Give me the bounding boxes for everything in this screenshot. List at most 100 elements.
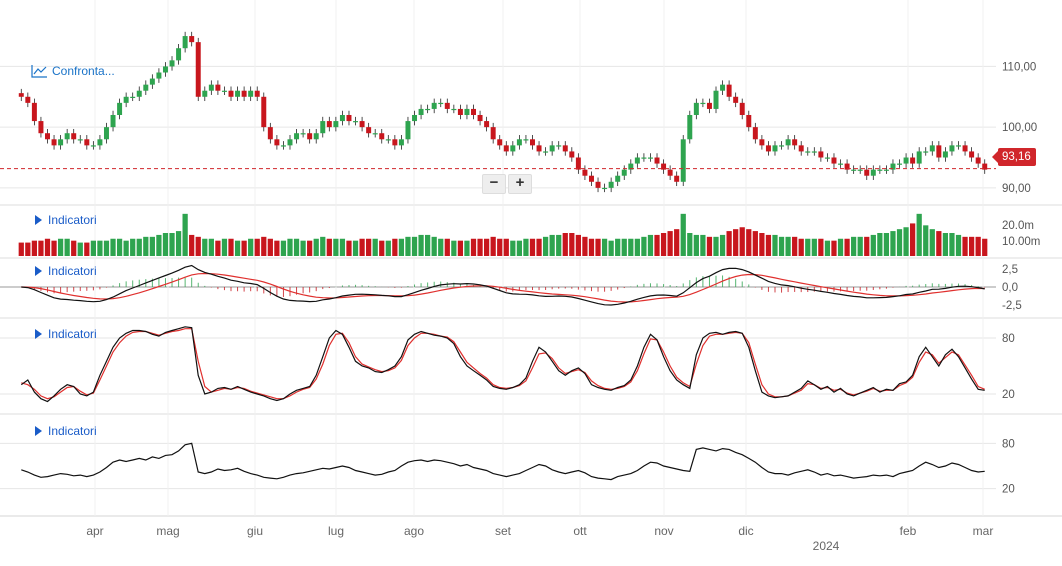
candle-body — [962, 145, 968, 152]
candle-body — [811, 151, 817, 153]
price-panel[interactable] — [0, 31, 996, 193]
candle-body — [71, 133, 77, 140]
candle-body — [379, 133, 385, 140]
volume-bar — [431, 236, 437, 256]
candle-body — [824, 157, 830, 159]
candle-body — [136, 90, 142, 97]
candle-body — [608, 181, 614, 188]
month-label: mag — [156, 524, 179, 538]
volume-bar — [923, 225, 929, 256]
indicators-button[interactable]: Indicatori — [35, 327, 97, 341]
candle-body — [877, 169, 883, 171]
indicators-label: Indicatori — [48, 424, 97, 438]
volume-bar — [811, 238, 817, 256]
candle-body — [392, 139, 398, 146]
candle-body — [176, 48, 182, 61]
volume-bar — [955, 234, 962, 256]
volume-bar — [824, 240, 831, 256]
candle-body — [588, 175, 594, 182]
indicators-button[interactable]: Indicatori — [35, 213, 97, 227]
stochastic-panel[interactable] — [20, 326, 985, 403]
zoom-out-button[interactable]: − — [482, 174, 506, 194]
volume-bar — [123, 240, 129, 256]
volume-bar — [451, 240, 457, 256]
indicators-button[interactable]: Indicatori — [35, 264, 97, 278]
volume-bar — [968, 236, 975, 256]
candle-body — [117, 102, 123, 115]
volume-bar — [857, 236, 863, 256]
candle-body — [267, 127, 273, 140]
volume-bar — [503, 238, 509, 256]
volume-bar — [615, 238, 621, 256]
candle-body — [595, 181, 601, 188]
zoom-in-button[interactable]: + — [508, 174, 532, 194]
candle-body — [431, 102, 437, 109]
volume-bar — [516, 240, 523, 256]
volume-bar — [896, 229, 903, 256]
volume-bar — [700, 234, 706, 256]
rsi-panel[interactable] — [21, 442, 985, 481]
compare-button[interactable]: Confronta... — [31, 64, 115, 78]
volume-bar — [359, 238, 365, 256]
volume-bar — [910, 223, 916, 256]
volume-bar — [398, 238, 405, 256]
volume-bar — [877, 233, 883, 256]
volume-bar — [411, 236, 418, 256]
volume-bar — [202, 238, 208, 256]
candle-body — [77, 139, 83, 141]
volume-bar — [195, 236, 201, 256]
candle-body — [31, 102, 37, 122]
volume-bar — [71, 240, 77, 256]
volume-bar — [418, 234, 424, 256]
compare-label: Confronta... — [52, 64, 115, 78]
volume-bar — [497, 238, 503, 256]
volume-bar — [136, 238, 142, 256]
rsi-tick-label: 80 — [1002, 438, 1015, 450]
candle-body — [942, 151, 948, 158]
volume-bar — [254, 238, 260, 256]
stoch-tick-label: 20 — [1002, 389, 1015, 401]
candle-body — [674, 175, 680, 182]
candle-body — [274, 139, 280, 146]
volume-bar — [982, 238, 988, 256]
volume-panel[interactable] — [18, 213, 988, 256]
candle-body — [765, 145, 771, 152]
indicators-button[interactable]: Indicatori — [35, 424, 97, 438]
candle-body — [798, 145, 804, 152]
volume-bar — [84, 242, 90, 256]
indicators-label: Indicatori — [48, 327, 97, 341]
volume-bar — [942, 233, 949, 256]
volume-bar — [457, 240, 464, 256]
macd-panel[interactable] — [21, 264, 986, 306]
volume-bar — [844, 238, 850, 256]
volume-bar — [103, 240, 110, 256]
candle-body — [444, 102, 450, 109]
volume-bar — [949, 233, 955, 256]
candle-body — [792, 139, 798, 146]
candle-body — [779, 145, 785, 147]
volume-bar — [300, 240, 306, 256]
candle-body — [300, 133, 306, 135]
candle-body — [313, 133, 319, 140]
volume-bar — [18, 242, 24, 256]
candle-body — [149, 78, 155, 85]
volume-bar — [687, 233, 693, 256]
candle-body — [621, 169, 627, 176]
volume-bar — [601, 238, 608, 256]
candle-body — [575, 157, 581, 170]
candle-body — [398, 139, 404, 146]
volume-bar — [189, 234, 195, 256]
volume-bar — [746, 229, 752, 256]
volume-bar — [818, 238, 824, 256]
candle-body — [713, 90, 719, 109]
volume-bar — [483, 238, 490, 256]
candle-body — [667, 169, 673, 176]
candle-body — [975, 157, 981, 164]
candle-body — [208, 84, 214, 91]
candle-body — [235, 90, 241, 97]
volume-bar — [628, 238, 634, 256]
volume-bar — [44, 238, 51, 256]
volume-bar — [837, 238, 844, 256]
indicator-buttons[interactable]: Indicatori Indicatori Indicatori Indicatori — [35, 213, 97, 438]
candle-body — [883, 169, 889, 171]
